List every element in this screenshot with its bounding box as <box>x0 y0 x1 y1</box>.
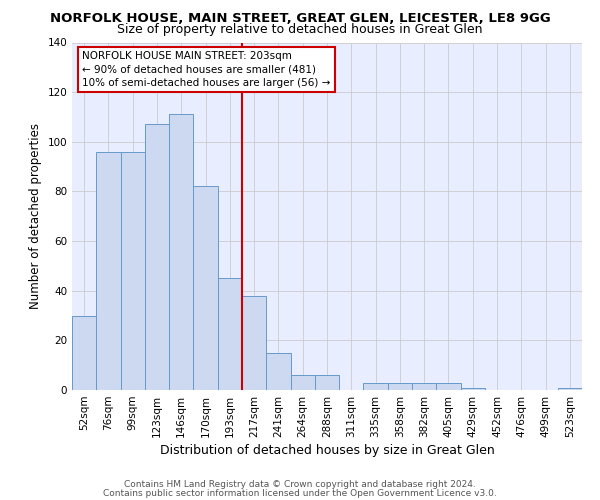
Bar <box>315 375 339 390</box>
Bar <box>145 124 169 390</box>
Bar <box>96 152 121 390</box>
Bar <box>388 382 412 390</box>
Text: Size of property relative to detached houses in Great Glen: Size of property relative to detached ho… <box>117 22 483 36</box>
Bar <box>461 388 485 390</box>
Y-axis label: Number of detached properties: Number of detached properties <box>29 123 42 309</box>
Bar <box>121 152 145 390</box>
Bar <box>290 375 315 390</box>
Bar <box>218 278 242 390</box>
Text: Contains HM Land Registry data © Crown copyright and database right 2024.: Contains HM Land Registry data © Crown c… <box>124 480 476 489</box>
Text: NORFOLK HOUSE MAIN STREET: 203sqm
← 90% of detached houses are smaller (481)
10%: NORFOLK HOUSE MAIN STREET: 203sqm ← 90% … <box>82 51 331 88</box>
X-axis label: Distribution of detached houses by size in Great Glen: Distribution of detached houses by size … <box>160 444 494 457</box>
Bar <box>72 316 96 390</box>
Bar <box>169 114 193 390</box>
Bar <box>558 388 582 390</box>
Bar <box>364 382 388 390</box>
Text: Contains public sector information licensed under the Open Government Licence v3: Contains public sector information licen… <box>103 488 497 498</box>
Bar <box>193 186 218 390</box>
Bar <box>266 353 290 390</box>
Bar <box>436 382 461 390</box>
Text: NORFOLK HOUSE, MAIN STREET, GREAT GLEN, LEICESTER, LE8 9GG: NORFOLK HOUSE, MAIN STREET, GREAT GLEN, … <box>50 12 550 26</box>
Bar <box>242 296 266 390</box>
Bar <box>412 382 436 390</box>
